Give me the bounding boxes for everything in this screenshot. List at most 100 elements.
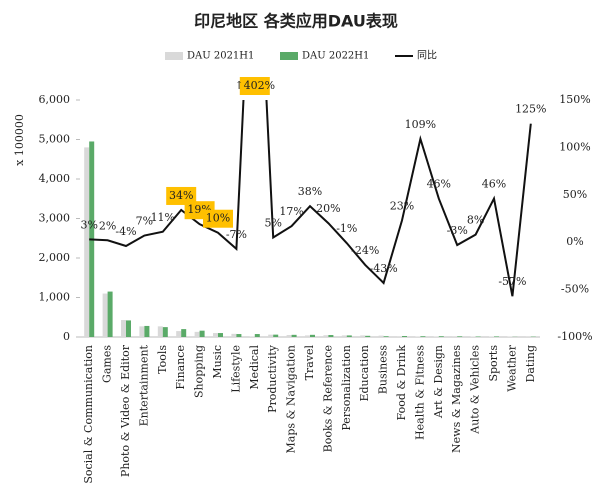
x-tick-label: Weather — [505, 344, 518, 391]
value-label: 23% — [390, 199, 414, 212]
y2-tick-label: 0% — [566, 235, 583, 248]
line — [89, 100, 532, 297]
bar — [494, 336, 499, 337]
y-tick-label: 0 — [63, 330, 70, 343]
bar — [199, 330, 205, 337]
x-tick-label: Medical — [248, 345, 261, 390]
value-label: 5% — [264, 216, 281, 229]
x-tick-label: Productivity — [266, 344, 279, 413]
y2-tick-label: 150% — [559, 93, 590, 106]
x-tick-label: Art & Design — [432, 345, 445, 419]
bar — [310, 334, 315, 337]
bar — [475, 336, 481, 337]
label-box — [203, 209, 233, 228]
y2-tick-label: -50% — [561, 283, 589, 296]
x-tick-label: Social & Communication — [82, 345, 95, 484]
value-label: 2% — [99, 219, 116, 232]
bar — [268, 334, 274, 337]
x-tick-label: Food & Drink — [395, 345, 408, 421]
x-tick-label: Business — [377, 345, 390, 395]
bar — [273, 334, 279, 337]
bar — [305, 335, 310, 337]
legend-swatch — [280, 52, 298, 60]
x-tick-label: Health & Fitness — [413, 345, 426, 440]
value-label: 8% — [467, 214, 484, 227]
x-tick-label: Finance — [174, 345, 187, 390]
bar — [365, 335, 371, 337]
bar — [383, 336, 389, 337]
x-tick-label: Lifestyle — [229, 345, 242, 393]
x-tick-label: Shopping — [193, 345, 206, 398]
bar — [360, 335, 366, 337]
x-tick-label: News & Magazines — [450, 345, 463, 453]
value-label: 125% — [515, 103, 546, 116]
bar — [181, 329, 187, 337]
x-tick-label: Tools — [156, 345, 169, 374]
bar — [157, 326, 163, 337]
x-tick-label: Entertainment — [137, 344, 150, 426]
bar — [107, 291, 113, 337]
y-tick-label: 3,000 — [39, 212, 71, 225]
bar — [438, 336, 444, 337]
value-label: 17% — [279, 205, 303, 218]
value-label: -7% — [226, 228, 247, 241]
bar — [402, 336, 407, 337]
bar — [291, 334, 297, 337]
bar — [397, 336, 402, 337]
value-label: 20% — [316, 202, 340, 215]
bar — [218, 333, 223, 337]
bar — [236, 334, 242, 337]
value-label: -43% — [370, 262, 398, 275]
bar — [144, 325, 150, 337]
y-tick-label: 1,000 — [39, 291, 71, 304]
bar — [254, 334, 260, 337]
value-label: 10% — [206, 212, 230, 225]
bar — [457, 336, 463, 337]
y-tick-label: 5,000 — [39, 133, 71, 146]
x-tick-label: Maps & Navigation — [285, 345, 298, 453]
label-box — [239, 77, 270, 95]
x-tick-label: Auto & Vehicles — [469, 345, 482, 435]
bar — [213, 333, 218, 337]
bar — [433, 336, 439, 337]
value-label: -3% — [447, 224, 468, 237]
bar — [323, 335, 329, 337]
bar — [126, 320, 131, 337]
bar — [176, 331, 182, 337]
bar — [341, 335, 347, 337]
chart-title: 印尼地区 各类应用DAU表现 — [194, 12, 398, 31]
x-tick-label: Sports — [487, 345, 500, 382]
bar — [231, 333, 237, 337]
value-label: 7% — [136, 215, 153, 228]
bar — [249, 336, 255, 337]
value-label: 38% — [298, 185, 322, 198]
value-label: ↑402% — [234, 79, 275, 92]
x-tick-label: Music — [211, 345, 224, 379]
y2-tick-label: 100% — [559, 140, 590, 153]
legend-label: DAU 2022H1 — [302, 51, 369, 62]
legend-label: 同比 — [417, 50, 437, 62]
x-tick-label: Games — [101, 345, 114, 383]
value-label: 46% — [482, 178, 506, 191]
line-layer — [89, 100, 532, 297]
bar — [420, 336, 426, 337]
bar — [286, 335, 292, 337]
y2-tick-label: 50% — [563, 188, 587, 201]
bar — [84, 147, 90, 337]
x-tick-label: Personalization — [340, 345, 353, 431]
value-label: -24% — [351, 244, 379, 257]
value-label: 34% — [169, 189, 193, 202]
value-label: -4% — [115, 225, 136, 238]
bar — [346, 335, 352, 337]
value-label: 109% — [405, 118, 436, 131]
x-tick-label: Books & Reference — [321, 345, 334, 452]
x-tick-label: Photo & Video & Editor — [119, 344, 132, 477]
value-label: -1% — [336, 222, 357, 235]
value-label: 3% — [80, 218, 97, 231]
bar — [121, 320, 126, 337]
value-label: -57% — [498, 275, 526, 288]
y-axis-label: x 100000 — [13, 114, 26, 166]
bar — [194, 331, 200, 337]
y-tick-label: 6,000 — [39, 93, 71, 106]
